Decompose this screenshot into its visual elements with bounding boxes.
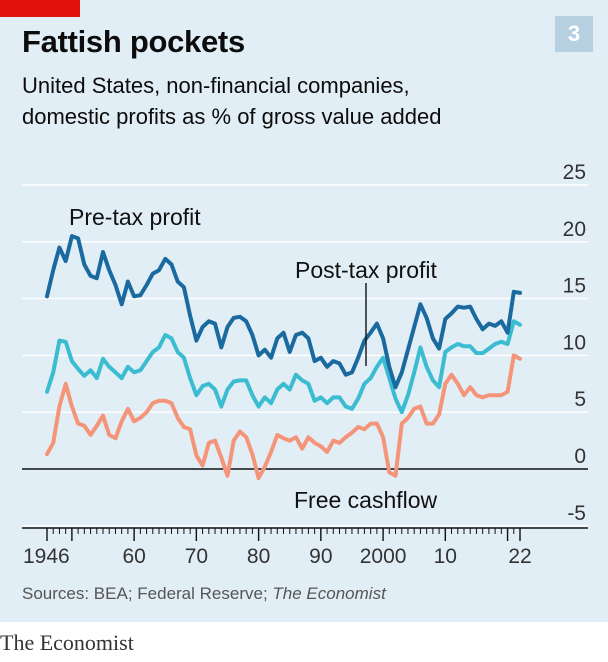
x-tick-label: 70 [185, 545, 208, 568]
y-tick-label: 20 [563, 218, 586, 241]
chart-subtitle: United States, non-financial companies, … [22, 70, 441, 132]
brand-footer: The Economist [0, 630, 134, 655]
x-tick-label: 60 [122, 545, 145, 568]
source-italic: The Economist [272, 584, 386, 603]
x-tick-label: 2000 [360, 545, 407, 568]
subtitle-line-1: United States, non-financial companies, [22, 73, 410, 98]
chart-panel [0, 0, 608, 622]
y-tick-label: 15 [563, 275, 586, 298]
source-text: Sources: BEA; Federal Reserve; [22, 584, 268, 603]
line-chart: 25 20 15 10 5 0 -5 1946 60 70 80 90 2000 10 22 Pre-tax … [22, 161, 588, 568]
series-line-posttax [45, 319, 522, 415]
y-tick-label: 10 [563, 331, 586, 354]
series-line-pretax [45, 234, 522, 390]
x-tick-label: 22 [508, 545, 531, 568]
y-tick-label: 0 [574, 445, 586, 468]
x-tick-label: 90 [309, 545, 332, 568]
subtitle-line-2: domestic profits as % of gross value add… [22, 104, 442, 129]
y-tick-label: -5 [567, 502, 586, 525]
x-tick-label: 1946 [23, 545, 70, 568]
chart-title: Fattish pockets [22, 24, 245, 59]
y-tick-label: 5 [574, 388, 586, 411]
label-free-cashflow: Free cashflow [294, 487, 438, 513]
y-tick-label: 25 [563, 161, 586, 184]
label-pretax-profit: Pre-tax profit [69, 204, 201, 230]
x-tick-label: 10 [434, 545, 457, 568]
series-line-cashflow [45, 353, 522, 481]
label-posttax-profit: Post-tax profit [295, 257, 437, 283]
economist-red-tab [0, 0, 80, 17]
source-note: Sources: BEA; Federal Reserve; The Econo… [22, 584, 386, 604]
chart-number-badge: 3 [555, 16, 593, 52]
x-tick-label: 80 [247, 545, 270, 568]
